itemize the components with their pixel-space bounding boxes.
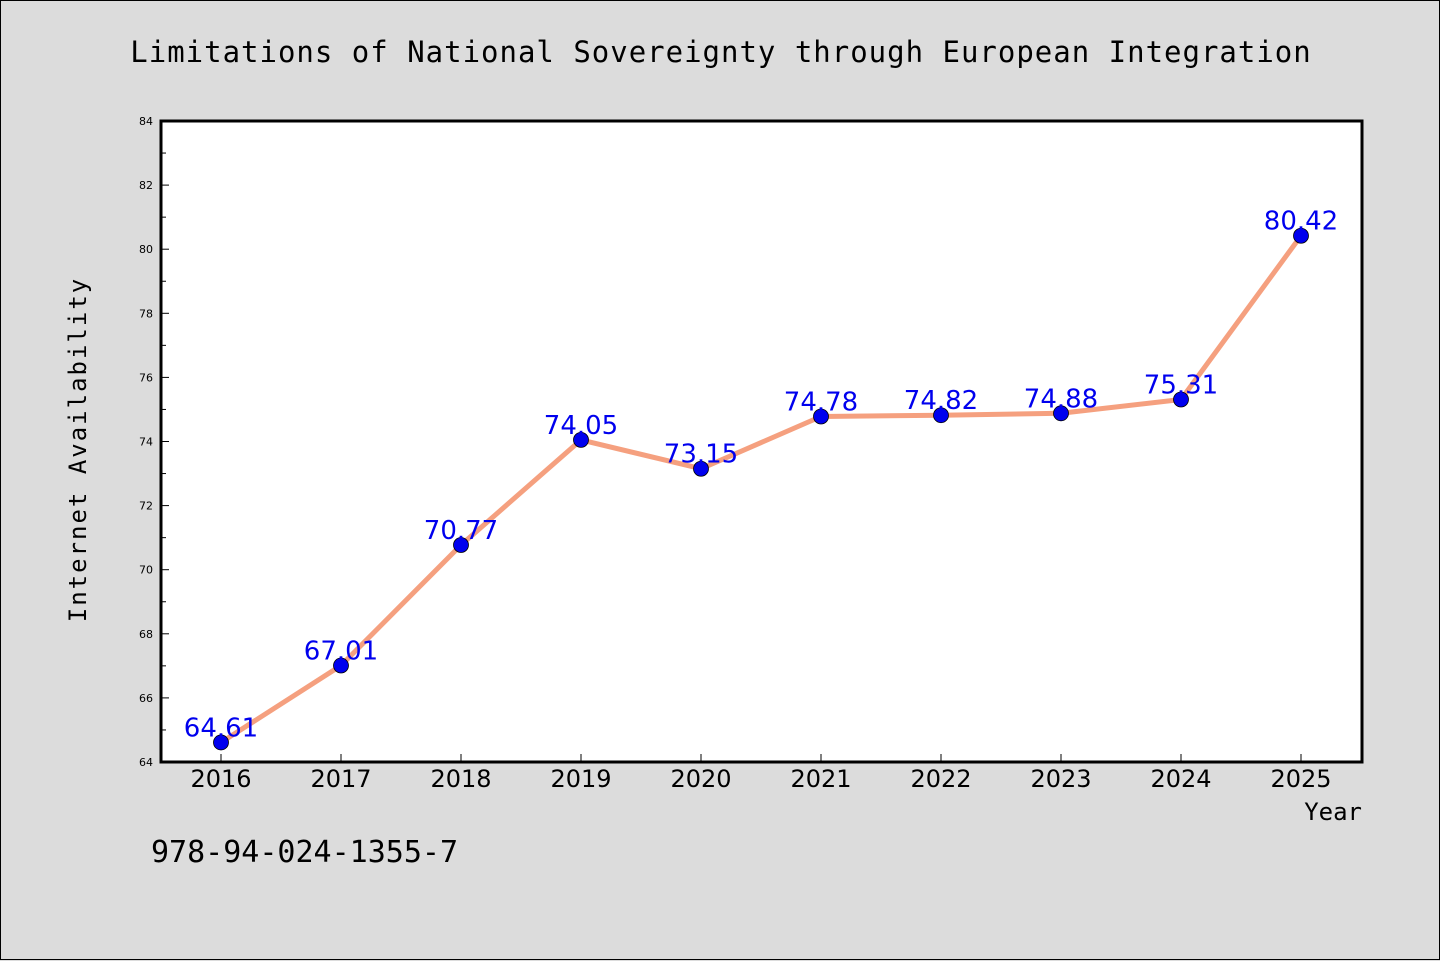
data-point — [1293, 227, 1309, 244]
y-tick-label: 78 — [139, 307, 153, 320]
x-tick-label: 2018 — [430, 765, 491, 793]
y-tick-label: 68 — [139, 628, 153, 641]
data-point — [453, 537, 469, 553]
isbn-label: 978-94-024-1355-7 — [151, 835, 459, 870]
y-tick-label: 74 — [139, 436, 153, 449]
data-point — [1053, 405, 1069, 422]
x-tick-label: 2017 — [310, 765, 371, 793]
y-tick-label: 66 — [139, 692, 153, 705]
data-label: 75.31 — [1144, 371, 1218, 401]
y-tick-label: 64 — [139, 756, 153, 769]
data-label: 74.82 — [904, 386, 978, 416]
data-point — [1173, 391, 1189, 408]
data-point — [573, 431, 589, 448]
data-point — [813, 408, 829, 425]
data-label: 64.61 — [184, 713, 258, 743]
data-point — [933, 407, 949, 424]
data-label: 70.77 — [424, 516, 498, 546]
x-tick-label: 2021 — [790, 765, 851, 793]
data-label: 74.05 — [544, 411, 618, 441]
data-label: 80.42 — [1264, 207, 1338, 237]
x-axis-label: Year — [1304, 798, 1362, 826]
x-tick-label: 2023 — [1030, 765, 1091, 793]
y-tick-label: 84 — [139, 115, 153, 128]
data-label: 74.78 — [784, 388, 858, 418]
data-label: 74.88 — [1024, 384, 1098, 414]
x-tick-label: 2019 — [550, 765, 611, 793]
data-label: 67.01 — [304, 637, 378, 667]
data-point — [213, 734, 229, 751]
y-tick-label: 80 — [139, 243, 153, 256]
y-tick-label: 82 — [139, 179, 153, 192]
x-tick-label: 2022 — [910, 765, 971, 793]
series-line — [218, 233, 1304, 745]
x-tick-label: 2025 — [1270, 765, 1331, 793]
y-tick-label: 76 — [139, 371, 153, 384]
y-tick-label: 72 — [139, 500, 153, 513]
y-tick-label: 70 — [139, 564, 153, 577]
data-point — [693, 460, 709, 477]
x-tick-label: 2016 — [190, 765, 251, 793]
chart-title: Limitations of National Sovereignty thro… — [130, 35, 1312, 69]
y-axis-label: Internet Availability — [64, 277, 92, 622]
data-point — [333, 657, 349, 674]
data-label: 73.15 — [664, 440, 738, 470]
x-tick-label: 2020 — [670, 765, 731, 793]
x-tick-label: 2024 — [1150, 765, 1211, 793]
